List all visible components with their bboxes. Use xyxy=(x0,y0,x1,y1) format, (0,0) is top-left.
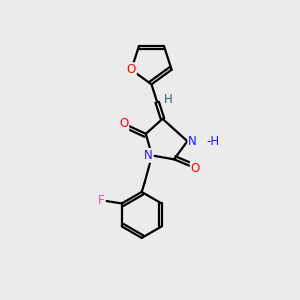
Text: O: O xyxy=(127,63,136,76)
Text: N: N xyxy=(188,135,197,148)
Text: O: O xyxy=(191,162,200,175)
Text: O: O xyxy=(119,117,128,130)
Text: F: F xyxy=(98,194,104,207)
Text: H: H xyxy=(164,93,173,106)
Text: N: N xyxy=(144,149,153,162)
Text: -H: -H xyxy=(206,135,220,148)
